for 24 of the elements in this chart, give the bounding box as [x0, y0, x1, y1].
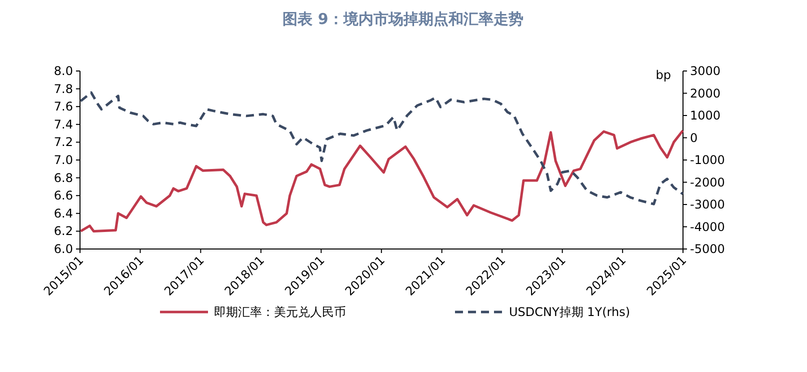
- y-tick-label: 7.0: [54, 153, 73, 167]
- y2-tick-label: 1000: [690, 108, 721, 122]
- y2-tick-label: 3000: [690, 64, 721, 78]
- y-tick-label: 8.0: [54, 64, 73, 78]
- y2-tick-label: -1000: [690, 153, 725, 167]
- y-tick-label: 7.8: [54, 82, 73, 96]
- y2-tick-label: 0: [690, 130, 698, 145]
- y-tick-label: 6.6: [54, 188, 73, 203]
- y2-tick-label: -5000: [690, 242, 725, 256]
- y2-tick-label: 2000: [690, 86, 721, 100]
- y2-tick-label: -2000: [690, 175, 725, 190]
- y-tick-label: 7.6: [54, 100, 73, 114]
- y-tick-label: 6.8: [54, 170, 73, 185]
- y2-tick-label: -3000: [690, 198, 725, 212]
- chart-title: 图表 9：境内市场掉期点和汇率走势: [282, 10, 524, 28]
- legend-label: USDCNY掉期 1Y(rhs): [509, 305, 630, 319]
- y2-tick-label: -4000: [690, 220, 725, 234]
- y-tick-label: 6.4: [54, 206, 73, 220]
- y-tick-label: 7.2: [54, 135, 73, 150]
- legend-label: 即期汇率：美元兑人民币: [214, 305, 346, 319]
- y2-axis-title: bp: [656, 68, 671, 82]
- y-tick-label: 6.2: [54, 224, 73, 238]
- y-tick-label: 7.4: [54, 117, 73, 132]
- y-tick-label: 6.0: [54, 242, 73, 256]
